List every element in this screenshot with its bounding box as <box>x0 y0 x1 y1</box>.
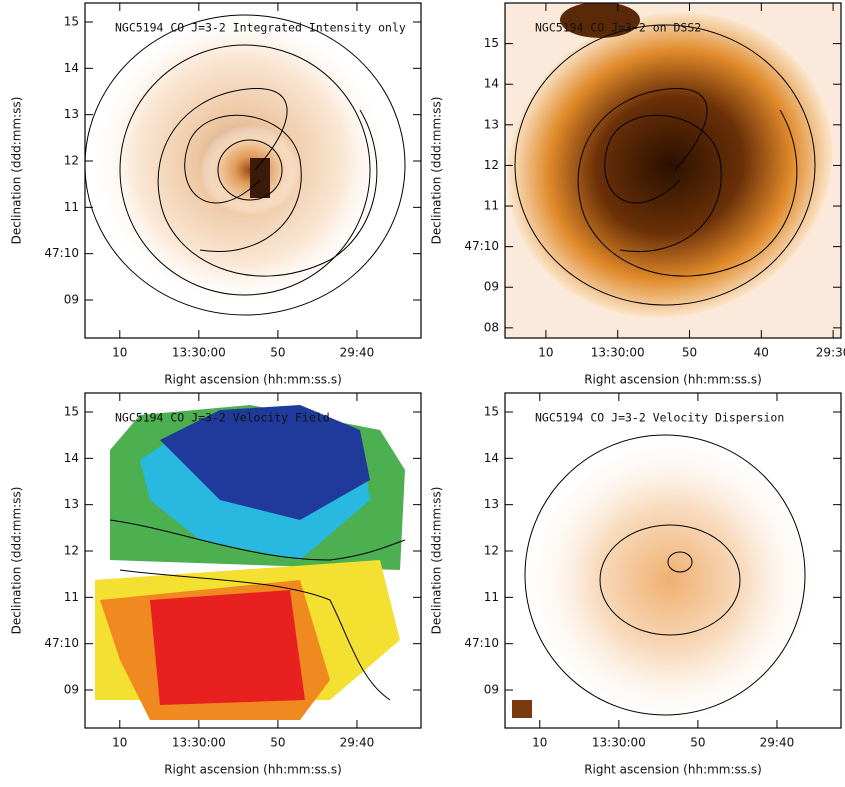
y-tick-label: 15 <box>484 404 499 418</box>
y-tick-label: 47:10 <box>464 239 499 253</box>
y-tick-label: 12 <box>484 544 499 558</box>
panel-title: NGC5194 CO J=3-2 on DSS2 <box>535 21 701 35</box>
y-tick-label: 12 <box>64 154 79 168</box>
y-tick-label: 14 <box>484 77 499 91</box>
x-tick-label: 29:40 <box>340 346 375 360</box>
y-tick-label: 13 <box>484 497 499 511</box>
x-tick-label: 13:30:00 <box>591 346 645 360</box>
x-axis-label: Right ascension (hh:mm:ss.s) <box>164 763 342 777</box>
panel-title: NGC5194 CO J=3-2 Velocity Dispersion <box>535 411 784 425</box>
panel-frame <box>84 2 422 339</box>
y-tick-label: 11 <box>64 590 79 604</box>
x-tick-label: 10 <box>112 736 127 750</box>
y-axis-label: Declination (ddd:mm:ss) <box>430 487 444 635</box>
x-tick-label: 10 <box>538 346 553 360</box>
x-axis-label: Right ascension (hh:mm:ss.s) <box>584 373 762 387</box>
panel-frame <box>84 392 422 729</box>
x-tick-label: 13:30:00 <box>592 736 646 750</box>
x-axis-label: Right ascension (hh:mm:ss.s) <box>164 373 342 387</box>
y-tick-label: 09 <box>484 280 499 294</box>
panel-frame <box>504 2 842 339</box>
panel-title: NGC5194 CO J=3-2 Velocity Field <box>115 411 330 425</box>
x-tick-label: 13:30:00 <box>172 346 226 360</box>
y-tick-label: 11 <box>64 200 79 214</box>
y-axis-label: Declination (ddd:mm:ss) <box>10 487 24 635</box>
y-tick-label: 12 <box>64 544 79 558</box>
panel-frame <box>504 392 842 729</box>
y-tick-label: 12 <box>484 158 499 172</box>
y-tick-label: 47:10 <box>44 246 79 260</box>
intensity-map <box>85 10 406 316</box>
y-tick-label: 11 <box>484 199 499 213</box>
x-tick-label: 50 <box>270 736 285 750</box>
x-tick-label: 50 <box>270 346 285 360</box>
velocity-dispersion <box>512 430 820 728</box>
x-tick-label: 13:30:00 <box>172 736 226 750</box>
y-tick-label: 09 <box>484 683 499 697</box>
x-tick-label: 29:30 <box>816 346 845 360</box>
x-tick-label: 50 <box>682 346 697 360</box>
x-tick-label: 29:40 <box>760 736 795 750</box>
y-tick-label: 15 <box>64 404 79 418</box>
y-axis-label: Declination (ddd:mm:ss) <box>10 97 24 245</box>
dss2-image <box>505 3 841 338</box>
y-tick-label: 13 <box>64 497 79 511</box>
velocity-field <box>95 405 406 720</box>
y-tick-label: 15 <box>484 36 499 50</box>
y-tick-label: 09 <box>64 293 79 307</box>
y-tick-label: 09 <box>64 683 79 697</box>
x-tick-label: 29:40 <box>340 736 375 750</box>
y-tick-label: 13 <box>484 117 499 131</box>
y-tick-label: 14 <box>484 451 499 465</box>
y-tick-label: 47:10 <box>464 636 499 650</box>
y-tick-label: 08 <box>484 320 499 334</box>
y-axis-label: Declination (ddd:mm:ss) <box>430 97 444 245</box>
x-tick-label: 10 <box>532 736 547 750</box>
y-tick-label: 47:10 <box>44 636 79 650</box>
panel-title: NGC5194 CO J=3-2 Integrated Intensity on… <box>115 21 406 35</box>
y-tick-label: 13 <box>64 107 79 121</box>
x-axis-label: Right ascension (hh:mm:ss.s) <box>584 763 762 777</box>
x-tick-label: 50 <box>690 736 705 750</box>
x-tick-label: 40 <box>754 346 769 360</box>
y-tick-label: 14 <box>64 451 79 465</box>
x-tick-label: 10 <box>112 346 127 360</box>
y-tick-label: 15 <box>64 14 79 28</box>
y-tick-label: 11 <box>484 590 499 604</box>
y-tick-label: 14 <box>64 61 79 75</box>
